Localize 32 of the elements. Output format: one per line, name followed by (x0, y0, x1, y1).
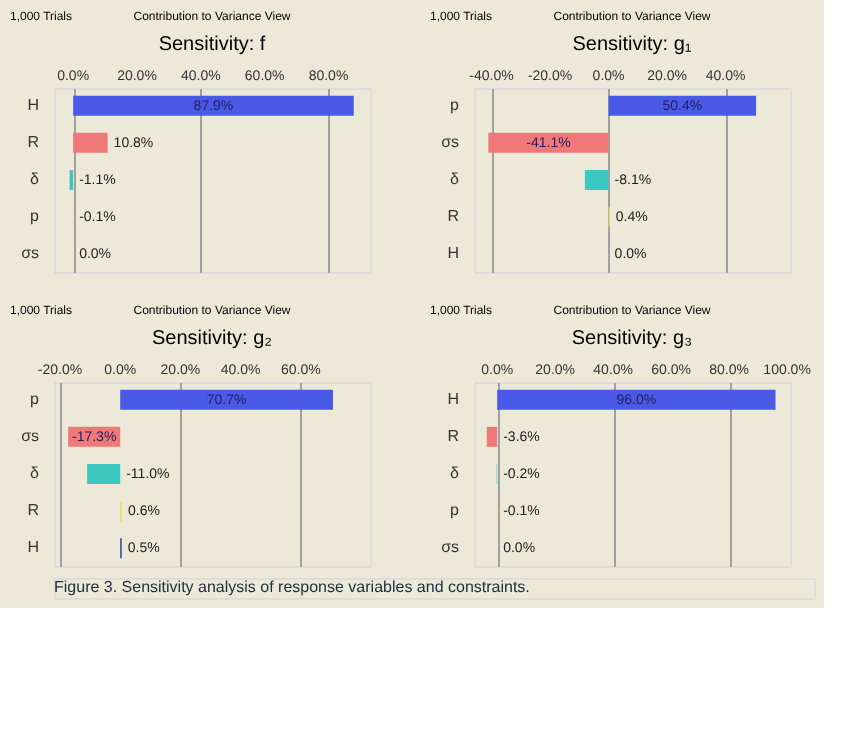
y-tick-label: R (447, 207, 460, 226)
chart-title: Sensitivity: g₂ (151, 328, 273, 350)
y-tick-label: δ (450, 170, 461, 188)
y-tick-label: σs (441, 132, 459, 151)
y-tick-label: σs (441, 538, 459, 557)
y-tick-label: p (450, 501, 461, 520)
bar (120, 389, 333, 410)
y-tick-label: δ (30, 170, 41, 188)
y-tick-label: δ (30, 464, 41, 482)
y-tick-label: R (27, 132, 40, 151)
caption: Figure 3. Sensitivity analysis of response variables and constraints. (54, 578, 530, 596)
chart-title: Sensitivity: g₁ (572, 34, 693, 56)
bar (608, 95, 757, 116)
y-tick-label: H (447, 389, 460, 408)
y-tick-label: p (30, 207, 41, 226)
bar (488, 132, 609, 153)
y-tick-label: R (27, 501, 40, 520)
chart-title: Sensitivity: g₃ (571, 328, 693, 350)
y-tick-label: H (27, 538, 40, 557)
bar (73, 132, 108, 153)
y-tick-label: δ (450, 464, 461, 482)
y-tick-label: R (447, 426, 460, 445)
y-tick-label: σs (21, 244, 39, 263)
y-tick-label: H (447, 244, 460, 263)
y-tick-label: H (27, 95, 40, 114)
y-tick-label: σs (21, 426, 39, 445)
y-tick-label: p (450, 95, 461, 114)
y-tick-label: p (30, 389, 41, 408)
bar (73, 95, 354, 116)
chart-title: Sensitivity: f (158, 34, 266, 56)
bar (584, 170, 609, 190)
bar (87, 464, 121, 484)
